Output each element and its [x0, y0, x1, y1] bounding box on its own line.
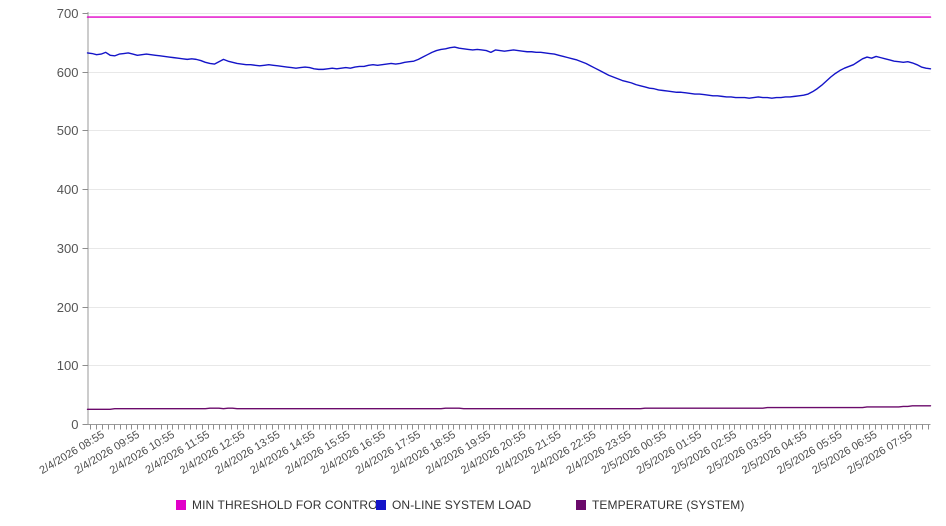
legend-swatch [376, 500, 386, 510]
chart-legend: MIN THRESHOLD FOR CONTROL ON-LINE SYSTEM … [176, 498, 744, 512]
y-tick-label: 500 [57, 123, 79, 138]
series-lines [86, 16, 932, 411]
y-tick-label: 200 [57, 300, 79, 315]
y-tick-label: 0 [71, 417, 78, 432]
y-tick-label: 300 [57, 241, 79, 256]
y-tick-label: 600 [57, 65, 79, 80]
legend-swatch [576, 500, 586, 510]
legend-label: ON-LINE SYSTEM LOAD [392, 498, 531, 512]
y-tick-label: 400 [57, 182, 79, 197]
legend-swatch [176, 500, 186, 510]
y-tick-label: 100 [57, 358, 79, 373]
x-axis [87, 424, 931, 430]
y-axis: 0 100 200 300 400 500 600 700 [57, 6, 89, 432]
series-line-2 [86, 405, 932, 411]
gridlines [87, 13, 931, 425]
series-line-1 [86, 46, 932, 99]
x-tick-labels: 2/4/2026 08:552/4/2026 09:552/4/2026 10:… [38, 429, 915, 477]
y-tick-label: 700 [57, 6, 79, 21]
legend-label: TEMPERATURE (SYSTEM) [592, 498, 744, 512]
legend-label: MIN THRESHOLD FOR CONTROL [192, 498, 385, 512]
